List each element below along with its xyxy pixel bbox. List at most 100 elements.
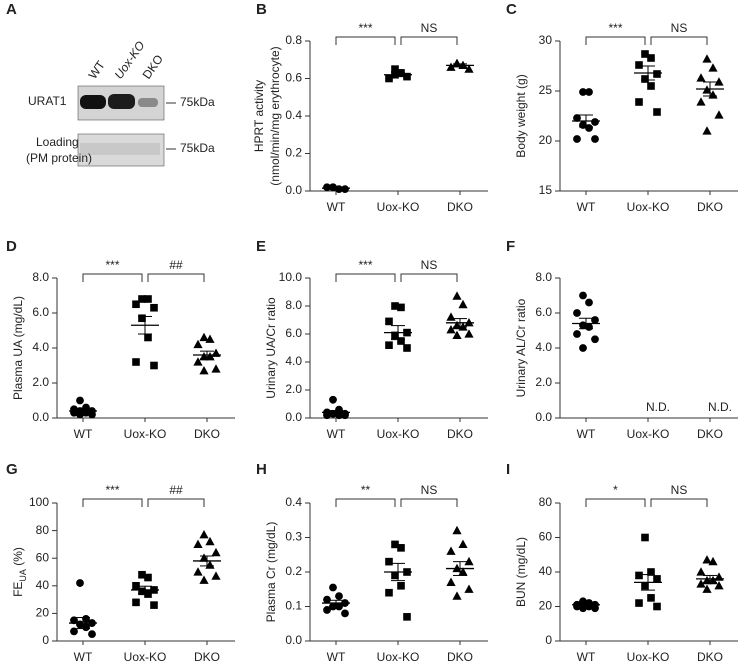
panel-letter: E bbox=[256, 238, 266, 255]
point bbox=[341, 609, 349, 618]
point bbox=[211, 364, 221, 373]
point bbox=[653, 70, 661, 78]
error-bar bbox=[391, 72, 405, 78]
comparison-label: NS bbox=[421, 483, 438, 497]
band bbox=[80, 95, 106, 109]
size-label: 75kDa bbox=[180, 141, 215, 155]
point bbox=[76, 579, 84, 587]
x-tick-label: DKO bbox=[194, 650, 220, 664]
y-axis-label: FEUA (%) bbox=[11, 547, 28, 597]
point bbox=[647, 82, 655, 90]
panel-letter: F bbox=[506, 238, 515, 255]
point bbox=[458, 567, 468, 576]
y-tick-label: 0.2 bbox=[285, 564, 302, 578]
y-tick-label: 4.0 bbox=[285, 354, 302, 368]
comparison-bracket bbox=[335, 498, 396, 507]
y-tick-label: 15 bbox=[539, 183, 553, 197]
point bbox=[647, 54, 655, 62]
y-tick-label: 80 bbox=[539, 495, 553, 509]
point bbox=[335, 602, 343, 611]
point bbox=[391, 540, 399, 549]
panel: C 15 20 25 30 Body weight (g) WT Uox-KO DKO *** NS bbox=[506, 1, 738, 214]
panel: B 0.0 0.2 0.4 0.6 0.8 HPRT activity (nmol/min/m… bbox=[252, 1, 488, 214]
comparison-bracket bbox=[400, 273, 458, 282]
point bbox=[199, 332, 209, 342]
error-bar bbox=[138, 585, 152, 595]
panel: H 0.0 0.1 0.2 0.3 0.4 Plasma Cr (mg/dL) WT Uox-K… bbox=[256, 461, 488, 664]
point bbox=[635, 571, 643, 580]
y-tick-label: 8.0 bbox=[535, 270, 552, 284]
point bbox=[138, 295, 146, 303]
point bbox=[573, 135, 581, 143]
y-tick-label: 0.1 bbox=[285, 599, 302, 613]
y-tick-label: 80 bbox=[36, 523, 50, 537]
y-axis-label: Urinary UA/Cr ratio bbox=[264, 297, 278, 399]
point bbox=[391, 571, 399, 580]
comparison-label: NS bbox=[671, 483, 688, 497]
y-tick-label: 6.0 bbox=[285, 326, 302, 340]
point bbox=[205, 536, 215, 546]
point bbox=[193, 357, 203, 366]
point bbox=[132, 598, 140, 607]
error-bar bbox=[579, 603, 593, 607]
point bbox=[329, 583, 337, 592]
point bbox=[696, 97, 706, 106]
size-label: 75kDa bbox=[180, 95, 215, 109]
comparison-label: ## bbox=[169, 483, 183, 497]
comparison-bracket bbox=[335, 273, 396, 282]
point bbox=[144, 295, 152, 303]
point bbox=[641, 582, 649, 590]
y-tick-label: 2.0 bbox=[535, 375, 552, 389]
y-tick-label: 40 bbox=[36, 578, 50, 592]
point bbox=[579, 291, 587, 300]
y-axis-label: Body weight (g) bbox=[514, 74, 528, 157]
lane-label: DKO bbox=[140, 52, 166, 81]
point bbox=[144, 573, 152, 582]
x-tick-label: WT bbox=[327, 200, 346, 214]
y-axis-label: Urinary AL/Cr ratio bbox=[514, 298, 528, 397]
point bbox=[397, 337, 405, 345]
y-tick-label: 30 bbox=[539, 33, 553, 47]
comparison-bracket bbox=[650, 498, 708, 507]
y-tick-label: 10.0 bbox=[279, 270, 303, 284]
comparison-bracket bbox=[147, 498, 205, 507]
band bbox=[108, 94, 135, 109]
panel-letter: B bbox=[256, 1, 267, 18]
x-tick-label: DKO bbox=[697, 650, 723, 664]
point bbox=[696, 73, 706, 82]
x-tick-label: Uox-KO bbox=[377, 200, 420, 214]
point bbox=[132, 300, 140, 309]
x-tick-label: Uox-KO bbox=[377, 650, 420, 664]
x-tick-label: WT bbox=[577, 650, 596, 664]
point bbox=[579, 88, 587, 96]
panel-letter: A bbox=[6, 1, 17, 18]
y-tick-label: 6.0 bbox=[535, 305, 552, 319]
y-axis-label: Plasma UA (mg/dL) bbox=[11, 296, 25, 400]
point bbox=[452, 291, 462, 300]
y-axis-label-part: FE bbox=[11, 582, 25, 597]
point bbox=[397, 582, 405, 590]
point bbox=[132, 358, 140, 366]
panel-a: A WT Uox-KO DKO URAT1 75kDa Loading (PM … bbox=[6, 1, 215, 167]
point bbox=[199, 351, 209, 361]
y-axis-label: (nmol/min/mg erythrocyte) bbox=[268, 46, 282, 185]
error-bar bbox=[579, 317, 593, 330]
point bbox=[138, 570, 146, 579]
x-tick-label: WT bbox=[577, 427, 596, 441]
point bbox=[391, 331, 399, 340]
point bbox=[205, 560, 215, 569]
point bbox=[647, 568, 655, 576]
point bbox=[199, 529, 209, 539]
error-bar bbox=[453, 318, 467, 328]
comparison-bracket bbox=[335, 36, 396, 45]
point bbox=[88, 410, 96, 419]
x-tick-label: Uox-KO bbox=[377, 427, 420, 441]
error-bar bbox=[138, 316, 152, 335]
point bbox=[585, 298, 593, 307]
point bbox=[579, 604, 587, 613]
panel: G 0 20 40 60 80 100 FEUA (%) WT Uox-KO DKO *** ## bbox=[6, 461, 235, 664]
point bbox=[458, 539, 468, 548]
point bbox=[397, 303, 405, 312]
point bbox=[573, 309, 581, 317]
